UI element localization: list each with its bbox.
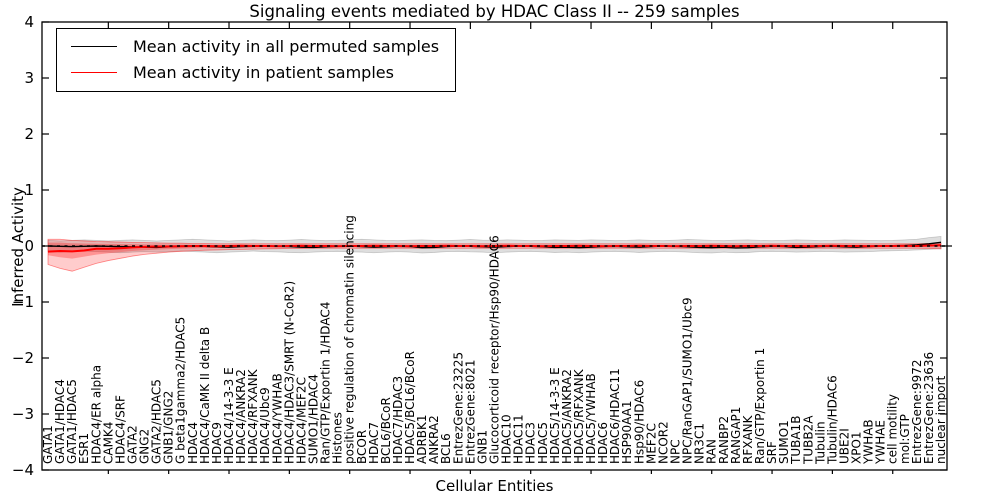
x-tick-label: GATA2 xyxy=(125,425,139,464)
x-tick-label: HDAC4/YWHAB xyxy=(270,373,284,464)
x-tick-label: EntrezGene:8021 xyxy=(463,360,477,465)
x-tick-label: EntrezGene:9972 xyxy=(910,360,924,465)
legend-label-permuted: Mean activity in all permuted samples xyxy=(133,37,440,56)
x-tick-label: GATA2/HDAC5 xyxy=(150,379,164,464)
x-tick-label: YWHAB xyxy=(862,419,876,465)
x-tick-label: HDAC9 xyxy=(210,422,224,464)
x-tick-label: HSP90AA1 xyxy=(620,400,634,464)
x-tick-label: HDAC5/YWHAB xyxy=(584,373,598,464)
x-tick-label: mol:GTP xyxy=(898,414,912,464)
y-tick-label: 1 xyxy=(24,181,34,199)
black-line-swatch xyxy=(71,46,117,47)
y-tick-label: 4 xyxy=(24,13,34,31)
x-tick-label: HDAC4/CaMK II delta B xyxy=(198,327,212,464)
x-tick-label: HDAC11 xyxy=(512,414,526,464)
x-tick-label: GNB1 xyxy=(475,430,489,464)
x-tick-label: Tubulin/HDAC6 xyxy=(825,375,839,465)
y-tick-label: −4 xyxy=(12,461,34,479)
x-tick-label: SUMO1 xyxy=(777,420,791,464)
x-tick-label: ANKRA2 xyxy=(427,415,441,464)
x-tick-label: TUBB2A xyxy=(801,415,815,465)
x-tick-label: HDAC4/Ubc9 xyxy=(258,387,272,464)
y-tick-label: −2 xyxy=(12,349,34,367)
x-tick-label: RFXANK xyxy=(741,414,755,464)
x-tick-label: BCL6 xyxy=(439,433,453,464)
y-tick-label: 2 xyxy=(24,125,34,143)
x-tick-label: GATA1/HDAC5 xyxy=(65,379,79,464)
x-tick-label: G beta1gamma2/HDAC5 xyxy=(174,317,188,464)
legend-label-patient: Mean activity in patient samples xyxy=(133,63,394,82)
x-tick-label: ESR1 xyxy=(77,433,91,464)
x-tick-label: BCOR xyxy=(355,430,369,464)
x-tick-label: GNG2 xyxy=(138,429,152,464)
x-tick-label: HDAC4/RFXANK xyxy=(246,368,260,464)
red-line-swatch xyxy=(71,72,117,73)
x-tick-label: HDAC4/14-3-3 E xyxy=(222,367,236,464)
x-tick-label: GATA1 xyxy=(41,425,55,464)
x-tick-label: HDAC10 xyxy=(500,414,514,464)
x-tick-label: RAN xyxy=(705,439,719,464)
x-tick-label: MEF2C xyxy=(644,423,658,464)
x-tick-label: positive regulation of chromatin silenci… xyxy=(343,215,357,464)
x-tick-label: ADRBK1 xyxy=(415,414,429,464)
y-tick-label: −3 xyxy=(12,405,34,423)
x-tick-label: RANBP2 xyxy=(717,416,731,464)
x-tick-label: HDAC6/HDAC11 xyxy=(608,368,622,464)
x-tick-label: EntrezGene:23636 xyxy=(922,352,936,464)
x-tick-label: HDAC4/SRF xyxy=(113,395,127,464)
x-tick-label: HDAC4/MEF2C xyxy=(294,377,308,464)
y-tick-label: −1 xyxy=(12,293,34,311)
x-tick-label: NPC xyxy=(669,439,683,464)
x-tick-label: Tubulin xyxy=(813,421,827,465)
x-tick-label: SUMO1/HDAC4 xyxy=(306,374,320,464)
x-tick-label: YWHAE xyxy=(874,420,888,465)
y-tick-label: 0 xyxy=(24,237,34,255)
x-tick-label: NR3C1 xyxy=(693,423,707,464)
chart-title: Signaling events mediated by HDAC Class … xyxy=(249,2,740,21)
x-tick-label: XPO1 xyxy=(850,431,864,464)
x-tick-label: HDAC4 xyxy=(186,422,200,464)
x-tick-label: EntrezGene:23225 xyxy=(451,352,465,464)
x-tick-label: HDAC6 xyxy=(596,422,610,464)
x-tick-label: Ran/GTP/Exportin 1/HDAC4 xyxy=(319,302,333,464)
x-tick-label: Glucocorticoid receptor/Hsp90/HDAC6 xyxy=(488,235,502,464)
x-tick-label: HDAC7/HDAC3 xyxy=(391,376,405,464)
x-tick-label: GNB1/GNG2 xyxy=(162,391,176,464)
x-tick-label: SRF xyxy=(765,441,779,464)
x-tick-label: HDAC7 xyxy=(367,422,381,464)
x-tick-label: BCL6/BCoR xyxy=(379,397,393,464)
y-tick-label: 3 xyxy=(24,69,34,87)
legend-item-permuted: Mean activity in all permuted samples xyxy=(71,37,439,56)
x-tick-label: HDAC5/ANKRA2 xyxy=(560,369,574,464)
x-tick-label: HDAC4/HDAC3/SMRT (N-CoR2) xyxy=(282,281,296,464)
legend: Mean activity in all permuted samples Me… xyxy=(56,28,457,92)
x-tick-label: HDAC5/RFXANK xyxy=(572,368,586,464)
x-tick-label: nuclear import xyxy=(934,375,948,464)
x-tick-label: Hsp90/HDAC6 xyxy=(632,380,646,464)
x-tick-label: cell motility xyxy=(886,394,900,464)
legend-item-patient: Mean activity in patient samples xyxy=(71,63,439,82)
x-tick-label: RANGAP1 xyxy=(729,407,743,464)
x-tick-label: GATA1/HDAC4 xyxy=(53,379,67,464)
x-tick-label: NPC/RanGAP1/SUMO1/Ubc9 xyxy=(681,297,695,464)
x-tick-label: HDAC5/BCL6/BCoR xyxy=(403,351,417,464)
x-tick-label: TUBA1B xyxy=(789,416,803,465)
x-axis-label: Cellular Entities xyxy=(435,477,554,495)
x-tick-label: NCOR2 xyxy=(656,421,670,464)
x-tick-label: HDAC5 xyxy=(536,422,550,464)
x-tick-label: HDAC4/ANKRA2 xyxy=(234,369,248,464)
x-tick-label: CAMK4 xyxy=(101,422,115,464)
x-tick-label: HDAC5/14-3-3 E xyxy=(548,367,562,464)
x-tick-label: UBE2I xyxy=(837,428,851,464)
x-tick-label: HDAC4/ER alpha xyxy=(89,365,103,464)
x-tick-label: HDAC3 xyxy=(524,422,538,464)
x-tick-label: Histones xyxy=(331,412,345,464)
y-axis-label: Inferred Activity xyxy=(9,187,27,307)
permuted-samples-range-band xyxy=(47,236,942,254)
x-tick-label: Ran/GTP/Exportin 1 xyxy=(753,348,767,464)
